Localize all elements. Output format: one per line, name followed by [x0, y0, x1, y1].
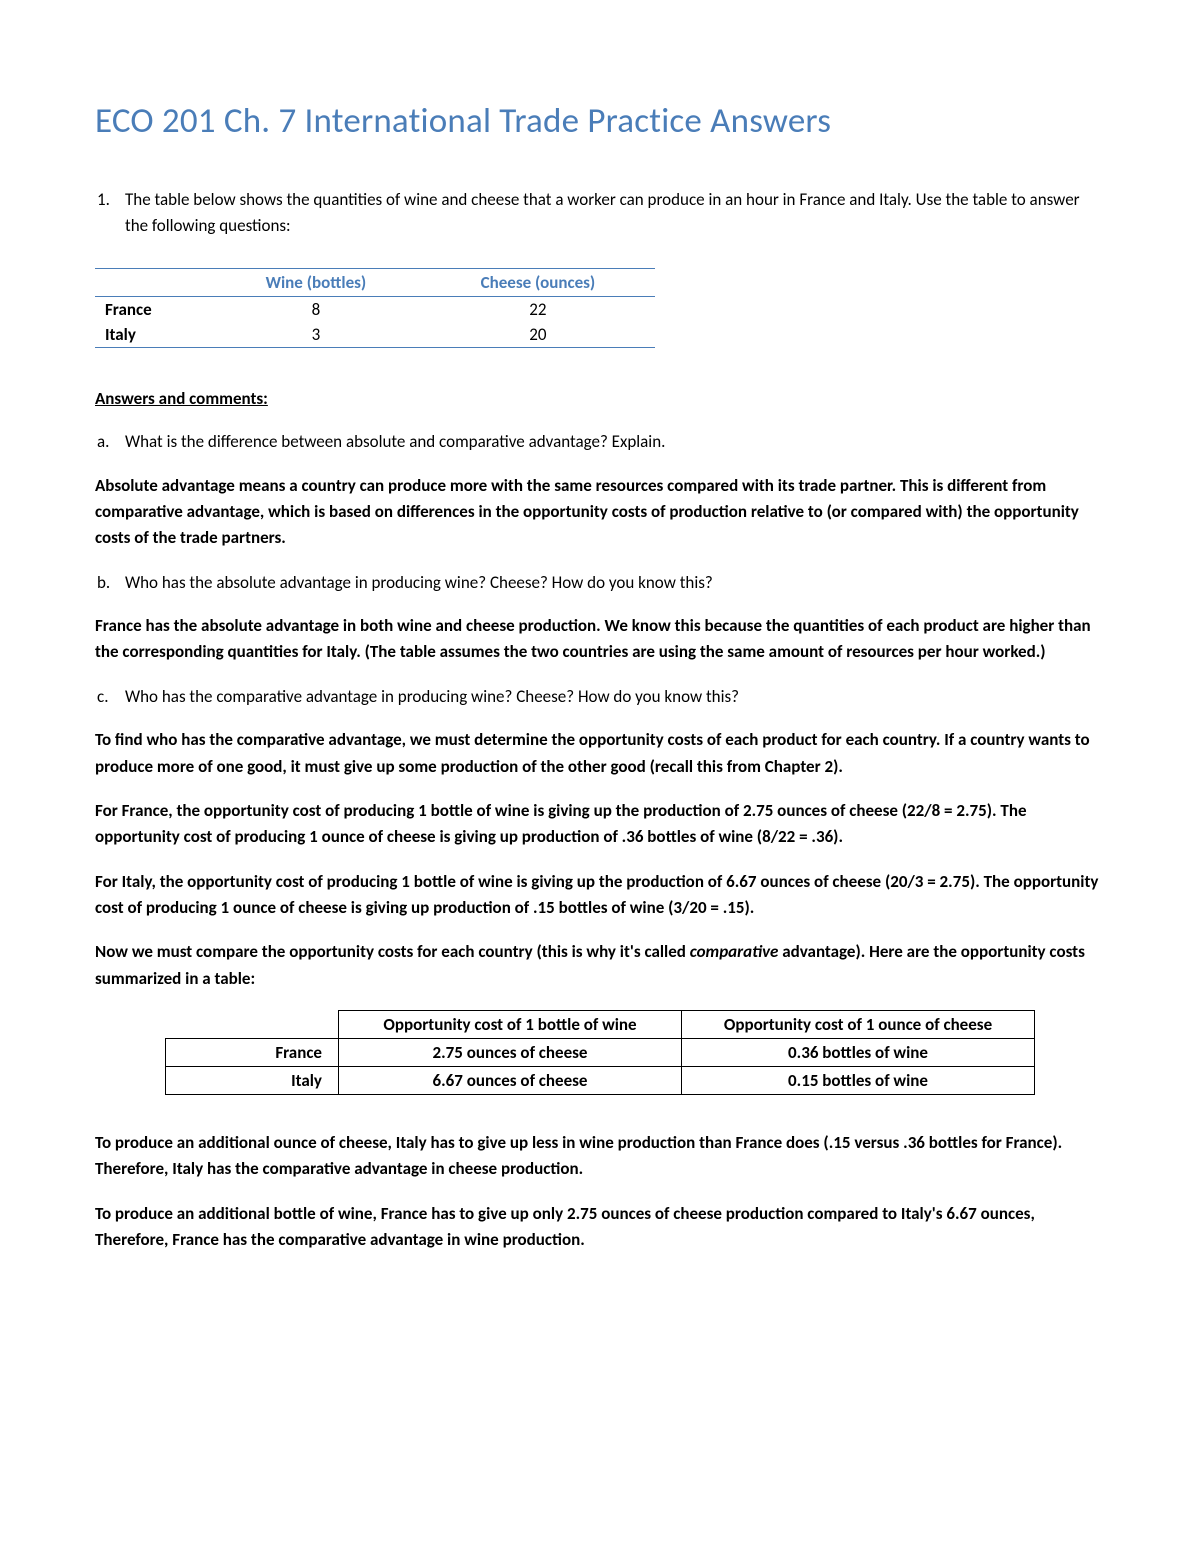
- conclusion-p1: To produce an additional ounce of cheese…: [95, 1130, 1105, 1183]
- answer-c-p4: Now we must compare the opportunity cost…: [95, 939, 1105, 992]
- table-cell: 8: [211, 297, 421, 323]
- sub-question-text: Who has the comparative advantage in pro…: [125, 686, 739, 707]
- conclusion-p2: To produce an additional bottle of wine,…: [95, 1201, 1105, 1254]
- table-cell: 6.67 ounces of cheese: [339, 1066, 682, 1094]
- document-page: ECO 201 Ch. 7 International Trade Practi…: [0, 0, 1200, 1331]
- table-row: Italy 6.67 ounces of cheese 0.15 bottles…: [166, 1066, 1035, 1094]
- table-cell: France: [95, 297, 211, 323]
- answer-b: France has the absolute advantage in bot…: [95, 613, 1105, 666]
- table-cell: 0.15 bottles of wine: [682, 1066, 1035, 1094]
- sub-question-text: What is the difference between absolute …: [125, 431, 665, 452]
- table-header-row: Wine (bottles) Cheese (ounces): [95, 269, 655, 297]
- sub-question-b: b.Who has the absolute advantage in prod…: [125, 570, 1105, 596]
- question-1: 1.The table below shows the quantities o…: [125, 187, 1105, 238]
- table-cell: 0.36 bottles of wine: [682, 1038, 1035, 1066]
- table-header: [95, 269, 211, 297]
- answer-a: Absolute advantage means a country can p…: [95, 473, 1105, 552]
- question-number: 1.: [97, 187, 125, 213]
- sub-letter: c.: [97, 684, 125, 710]
- answer-c-p3: For Italy, the opportunity cost of produ…: [95, 869, 1105, 922]
- sub-question-a: a.What is the difference between absolut…: [125, 429, 1105, 455]
- sub-question-text: Who has the absolute advantage in produc…: [125, 572, 713, 593]
- table-row: France 2.75 ounces of cheese 0.36 bottle…: [166, 1038, 1035, 1066]
- table-row: Italy 3 20: [95, 322, 655, 348]
- table-cell: 20: [421, 322, 655, 348]
- table-header: Opportunity cost of 1 ounce of cheese: [682, 1010, 1035, 1038]
- table-cell: 3: [211, 322, 421, 348]
- table-header: Opportunity cost of 1 bottle of wine: [339, 1010, 682, 1038]
- table-header: Wine (bottles): [211, 269, 421, 297]
- opportunity-cost-table: Opportunity cost of 1 bottle of wine Opp…: [165, 1010, 1035, 1095]
- answer-c-p1: To find who has the comparative advantag…: [95, 727, 1105, 780]
- table-cell: Italy: [166, 1066, 339, 1094]
- table-header: Cheese (ounces): [421, 269, 655, 297]
- table-cell: 2.75 ounces of cheese: [339, 1038, 682, 1066]
- production-table: Wine (bottles) Cheese (ounces) France 8 …: [95, 268, 655, 348]
- table-cell: 22: [421, 297, 655, 323]
- table-row: France 8 22: [95, 297, 655, 323]
- sub-letter: b.: [97, 570, 125, 596]
- table-cell: France: [166, 1038, 339, 1066]
- page-title: ECO 201 Ch. 7 International Trade Practi…: [95, 100, 1105, 142]
- answers-heading: Answers and comments:: [95, 388, 1105, 409]
- table-cell: Italy: [95, 322, 211, 348]
- answer-c-p2: For France, the opportunity cost of prod…: [95, 798, 1105, 851]
- sub-letter: a.: [97, 429, 125, 455]
- table-header-row: Opportunity cost of 1 bottle of wine Opp…: [166, 1010, 1035, 1038]
- question-text: The table below shows the quantities of …: [125, 189, 1080, 236]
- table-header: [166, 1010, 339, 1038]
- sub-question-c: c.Who has the comparative advantage in p…: [125, 684, 1105, 710]
